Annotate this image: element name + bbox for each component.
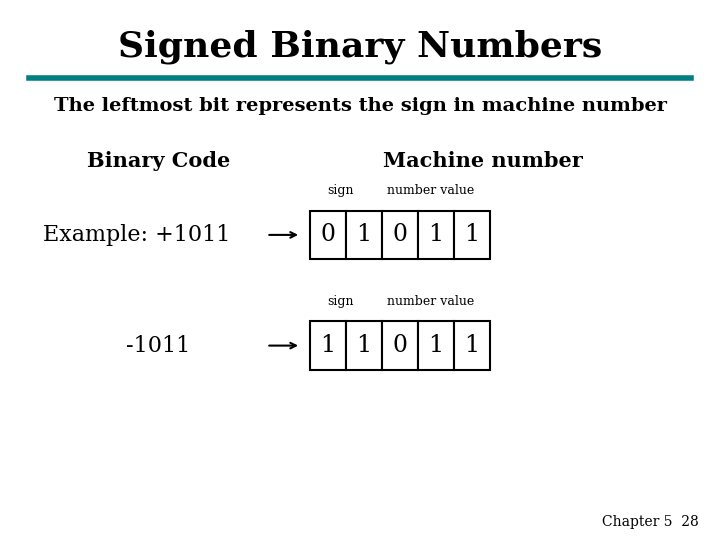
Text: 0: 0 bbox=[392, 224, 407, 246]
Text: 1: 1 bbox=[428, 224, 444, 246]
Text: sign: sign bbox=[328, 184, 354, 197]
Text: number value: number value bbox=[387, 184, 474, 197]
FancyBboxPatch shape bbox=[346, 321, 382, 370]
FancyBboxPatch shape bbox=[382, 211, 418, 259]
FancyBboxPatch shape bbox=[310, 211, 346, 259]
Text: 1: 1 bbox=[464, 334, 480, 357]
Text: Machine number: Machine number bbox=[382, 151, 582, 171]
FancyBboxPatch shape bbox=[382, 321, 418, 370]
FancyBboxPatch shape bbox=[346, 211, 382, 259]
Text: 1: 1 bbox=[428, 334, 444, 357]
FancyBboxPatch shape bbox=[454, 211, 490, 259]
FancyBboxPatch shape bbox=[454, 321, 490, 370]
Text: Example: +1011: Example: +1011 bbox=[43, 224, 230, 246]
Text: -1011: -1011 bbox=[126, 335, 190, 356]
Text: Chapter 5  28: Chapter 5 28 bbox=[602, 515, 698, 529]
Text: sign: sign bbox=[328, 295, 354, 308]
Text: 1: 1 bbox=[356, 224, 372, 246]
FancyBboxPatch shape bbox=[418, 321, 454, 370]
Text: The leftmost bit represents the sign in machine number: The leftmost bit represents the sign in … bbox=[53, 97, 667, 115]
Text: 1: 1 bbox=[356, 334, 372, 357]
Text: Signed Binary Numbers: Signed Binary Numbers bbox=[118, 30, 602, 64]
Text: 1: 1 bbox=[320, 334, 336, 357]
FancyBboxPatch shape bbox=[310, 321, 346, 370]
Text: 1: 1 bbox=[464, 224, 480, 246]
Text: 0: 0 bbox=[320, 224, 335, 246]
Text: number value: number value bbox=[387, 295, 474, 308]
Text: Binary Code: Binary Code bbox=[87, 151, 230, 171]
FancyBboxPatch shape bbox=[418, 211, 454, 259]
Text: 0: 0 bbox=[392, 334, 407, 357]
